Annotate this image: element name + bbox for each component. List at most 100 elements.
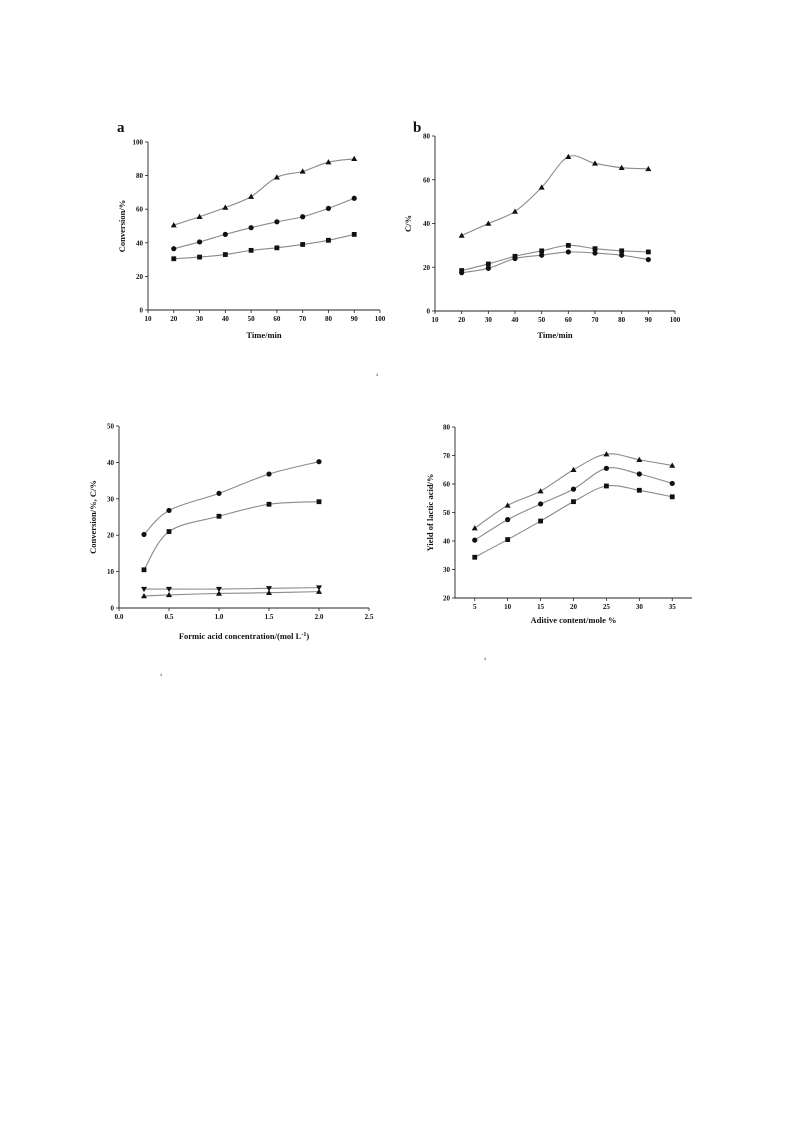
chart-a-x-tick-label: 80 (325, 315, 333, 323)
chart-c-point-circle (266, 471, 272, 477)
panel-letter-a: a (117, 120, 125, 136)
chart-b-point-circle (512, 255, 518, 262)
chart-d-y-tick-label: 50 (443, 509, 451, 517)
chart-b-point-circle (539, 252, 545, 258)
chart-c-x-tick-label: 0.0 (115, 613, 124, 621)
chart-c-series-circle-curve (143, 461, 320, 535)
chart-c-point-triangle (141, 592, 147, 599)
chart-c-x-tick-label: 2.0 (315, 613, 324, 621)
chart-b-series-circle-points (459, 249, 651, 276)
chart-c-point-triangle-down (316, 585, 322, 591)
chart-b-point-square (485, 261, 491, 267)
chart-a-y-tick-label: 100 (133, 139, 144, 147)
figure-mark-1: a (376, 373, 379, 378)
figure-mark-2: a (160, 673, 163, 678)
chart-d-point-triangle (570, 466, 577, 472)
chart-b-x-tick-label: 10 (432, 316, 440, 324)
chart-b-y-axis-title: C/% (403, 215, 413, 232)
chart-c-point-square (141, 567, 147, 573)
chart-c-x-tick-label: 1.5 (265, 613, 274, 621)
chart-a-series-circle-points (171, 195, 357, 252)
chart-d-point-circle (472, 537, 478, 543)
chart-d-y-tick-label: 60 (443, 481, 451, 489)
chart-d-y-tick-label: 70 (443, 452, 451, 460)
chart-a-point-square (274, 245, 280, 251)
chart-b-point-circle (645, 256, 651, 263)
chart-b-point-triangle (618, 164, 625, 170)
chart-a-point-circle (222, 231, 228, 237)
chart-a-x-tick-label: 10 (145, 315, 153, 323)
chart-a-point-square (326, 237, 331, 243)
chart-c-point-square (216, 513, 222, 519)
chart-b-x-tick-label: 40 (512, 316, 520, 324)
chart-b-point-circle (485, 265, 491, 271)
figure-mark-3: a (484, 657, 487, 662)
chart-b-point-square (592, 246, 598, 252)
chart-d-point-triangle (471, 525, 478, 531)
chart-c-point-square (266, 501, 272, 507)
chart-c-y-axis-title: Conversion/%, C/% (88, 480, 98, 554)
chart-b-point-square (619, 248, 625, 254)
chart-a-series-triangle-curve (173, 158, 355, 226)
chart-a-point-square (197, 254, 202, 260)
chart-b-point-triangle (485, 220, 492, 226)
chart-c-point-triangle (166, 591, 172, 598)
chart-b-point-square (565, 242, 571, 248)
chart-a-point-triangle (170, 222, 177, 228)
chart-a-y-tick-label: 80 (136, 172, 144, 180)
chart-b-series-triangle-points (458, 153, 652, 238)
chart-b-y-tick-label: 20 (423, 264, 431, 272)
chart-a-point-triangle (196, 213, 203, 220)
chart-a-y-tick-label: 20 (136, 273, 144, 281)
chart-a-series-square-points (171, 232, 357, 262)
chart-b-point-square (539, 248, 545, 254)
chart-d-series-triangle-points (471, 451, 676, 531)
chart-a-x-tick-label: 30 (196, 315, 204, 323)
chart-d-x-tick-label: 5 (473, 603, 477, 611)
chart-a-series-triangle-points (170, 155, 358, 228)
chart-c-x-tick-label: 1.0 (215, 613, 224, 621)
chart-c-point-square (316, 499, 322, 505)
chart-c-point-triangle-down (166, 586, 172, 593)
chart-c-x-tick-label: 0.5 (165, 613, 174, 621)
chart-d-x-tick-label: 10 (504, 603, 512, 611)
chart-b-point-triangle (512, 208, 518, 214)
chart-a-point-circle (248, 225, 254, 231)
chart-b-x-tick-label: 30 (485, 316, 493, 324)
chart-a-axes (147, 142, 380, 311)
chart-a-x-tick-label: 50 (248, 315, 256, 323)
chart-a-point-square (222, 252, 228, 257)
chart-d-point-circle (603, 465, 610, 471)
chart-b-y-tick-label: 60 (423, 176, 431, 184)
chart-b-x-tick-label: 90 (645, 316, 653, 324)
chart-a-y-tick-label: 40 (136, 239, 144, 247)
chart-a-point-square (171, 256, 177, 262)
chart-c-point-triangle (216, 590, 222, 596)
chart-b-x-tick-label: 100 (670, 316, 681, 324)
chart-c-point-triangle-down (266, 586, 272, 592)
chart-a-x-tick-label: 40 (222, 315, 230, 323)
chart-a-point-triangle (325, 159, 332, 165)
chart-a-x-tick-label: 60 (273, 315, 281, 323)
chart-d-point-triangle (636, 456, 643, 463)
chart-c-y-tick-label: 50 (107, 423, 115, 431)
chart-b-point-triangle (458, 232, 465, 238)
chart-b-point-triangle (538, 184, 545, 190)
chart-d-y-axis-title: Yield of lactic acid/% (425, 474, 435, 552)
chart-a-x-tick-label: 20 (170, 315, 178, 323)
chart-d-x-tick-label: 30 (636, 603, 644, 611)
chart-b-point-triangle (645, 165, 652, 172)
chart-a-point-triangle (222, 204, 229, 210)
chart-b-x-tick-label: 80 (618, 316, 626, 324)
chart-panel-d: 5 10 15 20 25 30 35 20 30 40 50 60 70 80 Aditive conte… (415, 415, 705, 645)
chart-c-y-tick-label: 20 (107, 532, 115, 540)
chart-panel-a: 10 20 30 40 50 60 70 80 90 100 0 20 40 60 80 100 Time/mi… (95, 120, 395, 350)
chart-a-point-square (248, 247, 254, 253)
chart-c-x-axis-title: Formic acid concentration/(mol L-1) (179, 631, 310, 641)
chart-d-x-tick-label: 35 (669, 603, 677, 611)
chart-b-x-tick-label: 50 (538, 316, 546, 324)
chart-c-series-triangle-points (141, 588, 322, 599)
chart-b-point-circle (565, 249, 571, 255)
chart-panel-b: 10 20 30 40 50 60 70 80 90 100 0 20 40 60 80 Time/min C/… (395, 120, 695, 350)
chart-d-y-tick-label: 80 (443, 424, 451, 432)
